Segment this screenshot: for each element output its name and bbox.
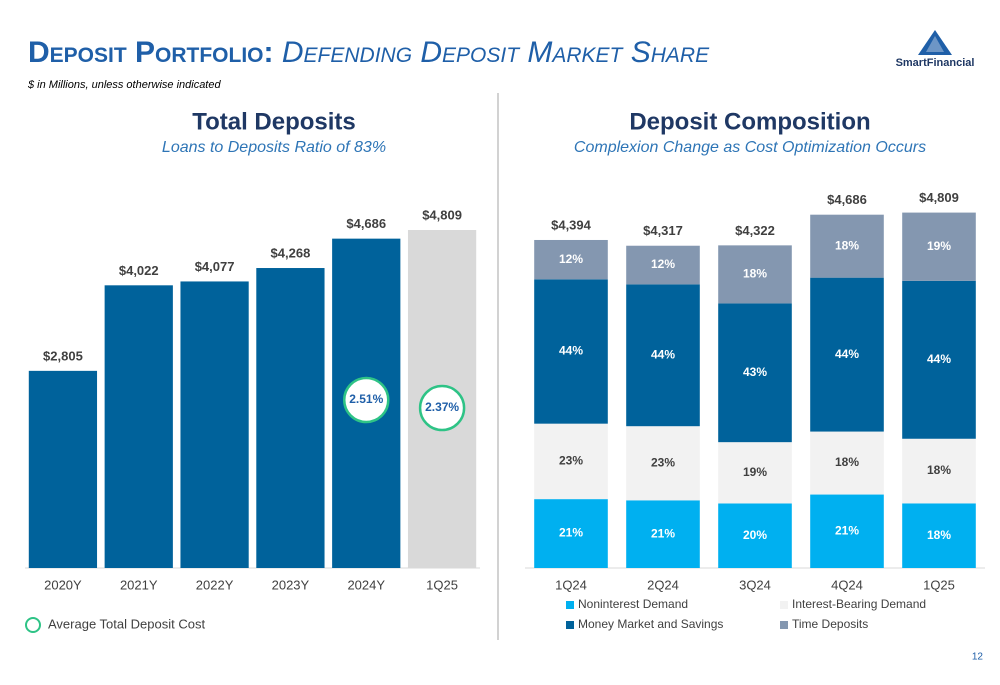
logo-mark (918, 30, 952, 55)
x-tick-label: 4Q24 (831, 577, 863, 592)
value-label: $4,686 (346, 216, 386, 231)
bar-segment (902, 438, 976, 504)
bar-segment (718, 442, 792, 504)
bar-segment (718, 503, 792, 568)
legend-marker (25, 617, 41, 633)
segment-label: 44% (835, 347, 859, 361)
value-label: $4,268 (271, 245, 311, 260)
bar-segment (626, 284, 700, 427)
segment-label: 20% (743, 528, 767, 542)
segment-label: 44% (927, 352, 951, 366)
bar-segment (718, 245, 792, 304)
segment-label: 44% (651, 347, 675, 361)
segment-label: 18% (927, 528, 951, 542)
note: $ in Millions, unless otherwise indicate… (27, 79, 221, 91)
segment-label: 21% (559, 526, 583, 540)
legend-label: Time Deposits (792, 617, 868, 631)
chart-subtitle: Loans to Deposits Ratio of 83% (162, 139, 386, 156)
bar-segment (902, 280, 976, 439)
total-label: $4,317 (643, 223, 683, 238)
logo: SmartFinancial (896, 30, 975, 69)
bar-segment (534, 423, 608, 500)
bar (104, 285, 173, 568)
x-tick-label: 3Q24 (739, 577, 771, 592)
bar-segment (902, 503, 976, 568)
segment-label: 12% (651, 257, 675, 271)
page-number: 12 (972, 652, 984, 663)
legend-label: Noninterest Demand (578, 597, 688, 611)
x-tick-label: 1Q25 (923, 577, 955, 592)
chart-subtitle: Complexion Change as Cost Optimization O… (574, 139, 926, 156)
legend-swatch (780, 601, 788, 609)
annotation-circle (418, 384, 466, 432)
logo-mark-highlight (926, 36, 944, 52)
x-tick-label: 2024Y (347, 577, 385, 592)
bar-segment (534, 499, 608, 568)
slide-title: Deposit Portfolio: Defending Deposit Mar… (28, 36, 710, 69)
segment-label: 19% (927, 239, 951, 253)
x-tick-label: 1Q24 (555, 577, 587, 592)
legend-swatch (566, 621, 574, 629)
segment-label: 18% (835, 455, 859, 469)
bar-segment (626, 426, 700, 501)
segment-label: 44% (559, 344, 583, 358)
value-label: $4,077 (195, 259, 235, 274)
bar (28, 370, 98, 568)
bar-segment (810, 494, 884, 568)
segment-label: 18% (835, 238, 859, 252)
bar-segment (810, 431, 884, 495)
x-tick-label: 2020Y (44, 577, 82, 592)
bar-segment (626, 245, 700, 285)
total-label: $4,686 (827, 192, 867, 207)
x-tick-label: 1Q25 (426, 577, 458, 592)
title-italic: Defending Deposit Market Share (282, 36, 710, 69)
bar-segment (810, 214, 884, 278)
segment-label: 21% (651, 526, 675, 540)
segment-label: 18% (927, 463, 951, 477)
segment-label: 43% (743, 365, 767, 379)
segment-label: 18% (743, 267, 767, 281)
annotation-label: 2.37% (425, 400, 459, 414)
segment-label: 23% (559, 454, 583, 468)
bar-segment (626, 500, 700, 568)
legend-swatch (780, 621, 788, 629)
logo-text: SmartFinancial (896, 57, 975, 69)
total-label: $4,809 (919, 190, 959, 205)
x-tick-label: 2Q24 (647, 577, 679, 592)
value-label: $4,022 (119, 263, 159, 278)
bar (180, 281, 249, 568)
x-tick-label: 2022Y (196, 577, 234, 592)
chart-title: Deposit Composition (629, 108, 870, 135)
legend-label: Average Total Deposit Cost (48, 616, 205, 631)
bar-segment (902, 212, 976, 281)
value-label: $4,809 (422, 207, 462, 222)
legend-label: Money Market and Savings (578, 617, 723, 631)
annotation-circle (343, 376, 390, 424)
legend-swatch (566, 601, 574, 609)
title-main: Deposit Portfolio: (28, 36, 274, 69)
bar-segment (534, 239, 608, 280)
segment-label: 19% (743, 465, 767, 479)
segment-label: 12% (559, 252, 583, 266)
legend-label: Interest-Bearing Demand (792, 597, 926, 611)
segment-label: 21% (835, 523, 859, 537)
bar-segment (534, 279, 608, 424)
bar-segment (810, 277, 884, 432)
total-label: $4,394 (551, 217, 592, 232)
chart-title: Total Deposits (192, 108, 356, 135)
bar (256, 268, 325, 568)
x-tick-label: 2021Y (120, 577, 158, 592)
annotation-label: 2.51% (349, 392, 383, 406)
x-tick-label: 2023Y (272, 577, 310, 592)
segment-label: 23% (651, 455, 675, 469)
total-label: $4,322 (735, 223, 775, 238)
value-label: $2,805 (43, 348, 83, 363)
bar-segment (718, 303, 792, 443)
